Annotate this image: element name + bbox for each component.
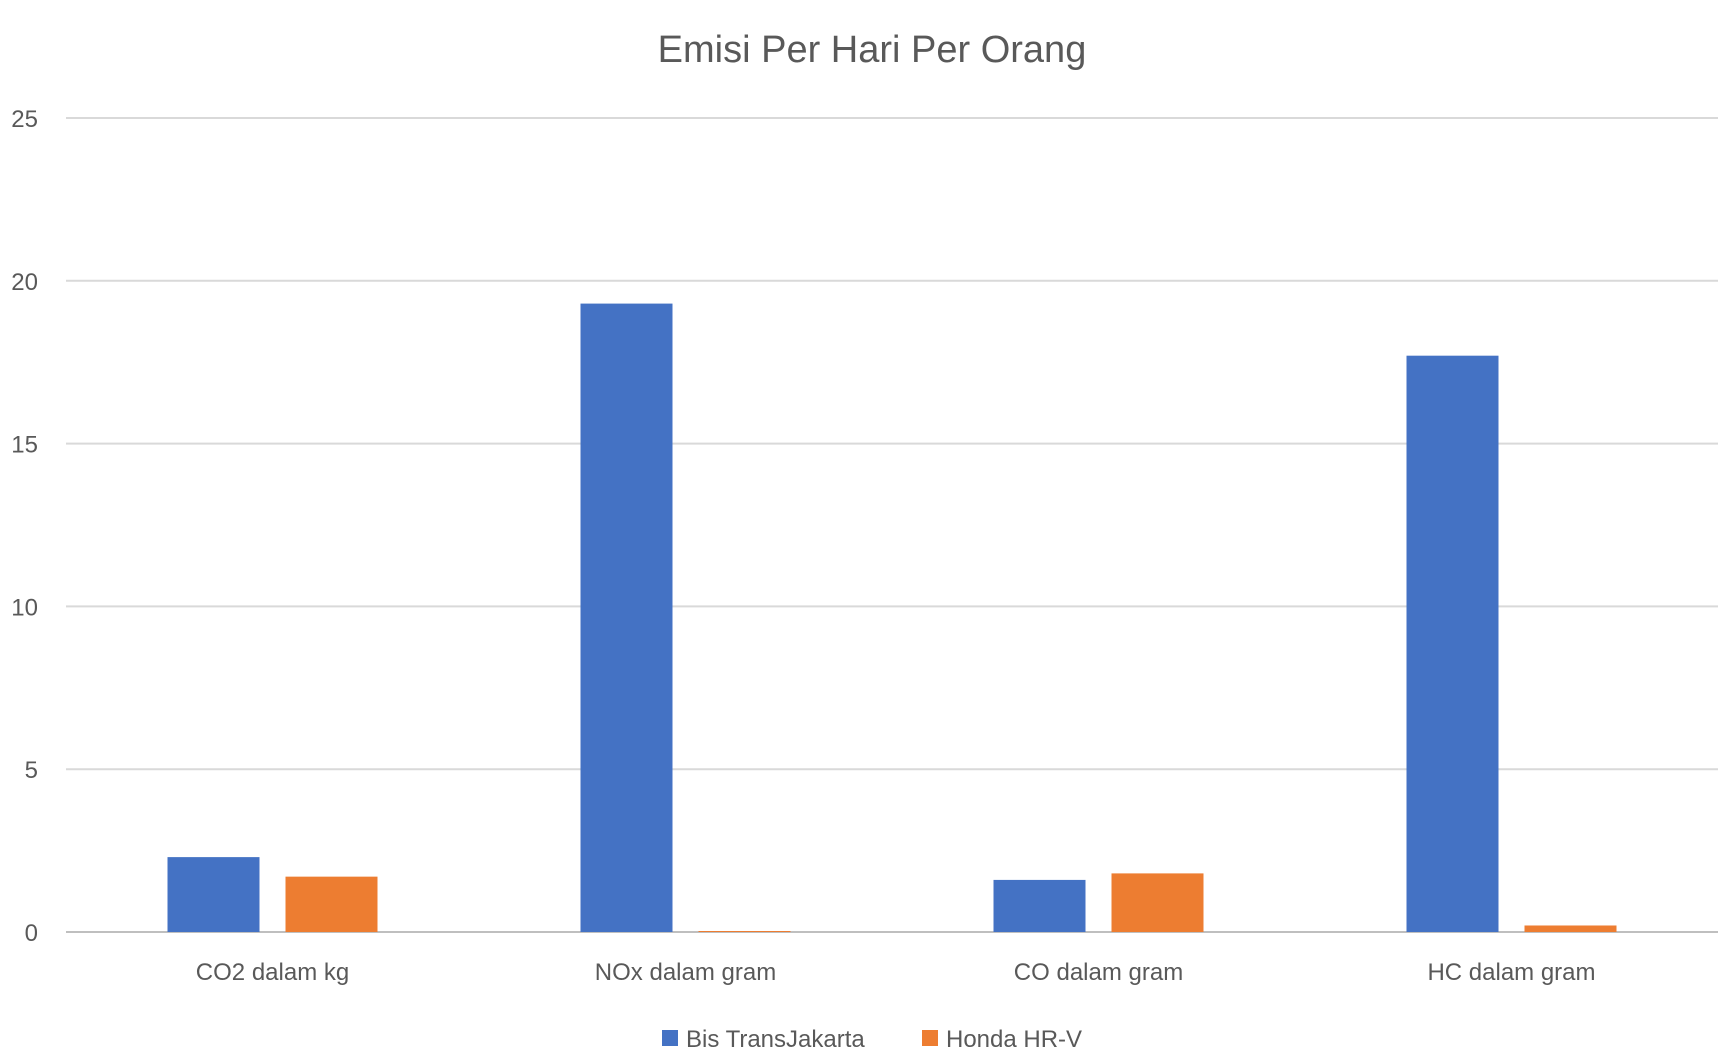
legend-label: Bis TransJakarta — [686, 1026, 865, 1053]
bar — [1111, 873, 1204, 932]
x-category-label: CO dalam gram — [1014, 959, 1183, 986]
bar — [698, 931, 791, 932]
y-tick-label: 20 — [11, 269, 38, 296]
y-axis-ticks: 0 5 10 15 20 25 — [11, 106, 38, 947]
chart-title: Emisi Per Hari Per Orang — [658, 29, 1087, 71]
x-category-label: NOx dalam gram — [595, 959, 776, 986]
y-tick-label: 10 — [11, 594, 38, 621]
bar — [1406, 355, 1499, 932]
bar — [167, 857, 260, 932]
bar — [1524, 925, 1617, 932]
y-tick-label: 25 — [11, 106, 38, 133]
y-tick-label: 15 — [11, 432, 38, 459]
bar — [285, 876, 378, 932]
legend-swatch — [662, 1030, 678, 1046]
legend-swatch — [922, 1030, 938, 1046]
bar — [993, 879, 1086, 932]
bars — [167, 303, 1617, 932]
x-category-label: HC dalam gram — [1427, 959, 1595, 986]
legend-label: Honda HR-V — [946, 1026, 1082, 1053]
x-category-label: CO2 dalam kg — [196, 959, 349, 986]
legend: Bis TransJakarta Honda HR-V — [662, 1026, 1082, 1053]
bar — [580, 303, 673, 932]
y-tick-label: 5 — [25, 757, 38, 784]
y-tick-label: 0 — [25, 920, 38, 947]
x-axis-categories: CO2 dalam kg NOx dalam gram CO dalam gram H… — [196, 959, 1596, 986]
